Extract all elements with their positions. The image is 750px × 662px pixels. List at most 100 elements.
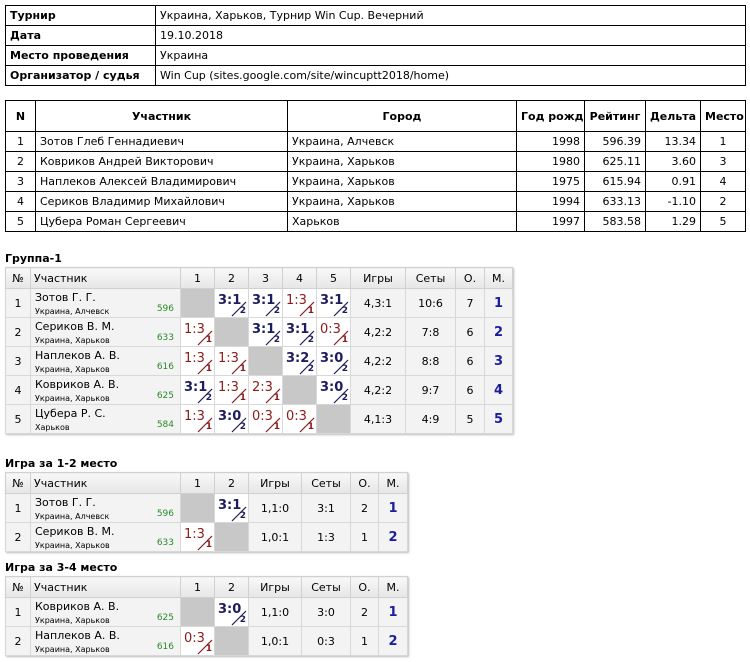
slash-line xyxy=(231,388,247,404)
group-table: № Участник 1 2 3 4 5 Игры Сеты О. М. 1 Зотов Г. Г. Ук… xyxy=(5,267,513,434)
slash xyxy=(265,388,281,404)
player-name: Ковриков А. В. xyxy=(35,378,120,391)
row-number: 1 xyxy=(5,288,31,318)
sets: 3:0 xyxy=(301,597,351,627)
column-header: М. xyxy=(378,576,408,598)
points: 2 xyxy=(350,597,379,627)
result-points: 1 xyxy=(205,540,212,550)
header-row: № Участник 1 2 Игры Сеты О. М. xyxy=(5,576,408,598)
column-header: Участник xyxy=(30,267,181,289)
result-score: 3:0 xyxy=(320,380,344,395)
column-header: М. xyxy=(484,267,513,289)
result-score: 3:1 xyxy=(252,293,276,308)
sets: 9:7 xyxy=(405,375,456,405)
slash-line xyxy=(265,417,281,433)
column-header: 4 xyxy=(282,267,317,289)
participant-cell: 13.34 xyxy=(645,131,701,152)
participant-cell: 1 xyxy=(700,131,746,152)
participant-cell: Наплеков Алексей Владимирович xyxy=(35,171,288,192)
participant-cell: Украина, Харьков xyxy=(287,191,517,212)
points: 6 xyxy=(455,317,485,347)
slash-line xyxy=(299,330,315,346)
result-points: 1 xyxy=(239,393,246,403)
result-cell: 1:3 1 xyxy=(180,522,215,552)
player-city: Украина, Харьков xyxy=(35,365,110,374)
slash-line xyxy=(197,359,213,375)
participant-cell: 625.11 xyxy=(584,151,646,172)
slash xyxy=(333,330,349,346)
result-cell: 1:3 1 xyxy=(180,404,215,434)
column-header: Город xyxy=(287,100,517,132)
place: 1 xyxy=(388,500,398,516)
result-score: 3:1 xyxy=(320,293,344,308)
result-cell: 1:3 1 xyxy=(180,317,215,347)
result-score: 3:1 xyxy=(184,380,208,395)
info-row: Место проведения Украина xyxy=(5,45,746,66)
column-header: Рейтинг xyxy=(584,100,646,132)
result-points: 1 xyxy=(205,364,212,374)
participant-row: 2 Ковриков Андрей Викторович Украина, Харь… xyxy=(5,151,746,172)
participant-row: 4 Сериков Владимир Михайлович Украина, Хар… xyxy=(5,191,746,212)
participant-cell: 1994 xyxy=(516,191,585,212)
result-points: 2 xyxy=(341,393,348,403)
player-cell: Наплеков А. В. Украина, Харьков 616 xyxy=(30,346,181,376)
result-points: 1 xyxy=(205,335,212,345)
column-header: О. xyxy=(350,576,379,598)
participant-row: 1 Зотов Глеб Геннадиевич Украина, Алчевск 1… xyxy=(5,131,746,152)
slash-line xyxy=(299,417,315,433)
result-score: 3:1 xyxy=(286,322,310,337)
column-header: 1 xyxy=(180,576,215,598)
sets: 10:6 xyxy=(405,288,456,318)
player-name: Зотов Г. Г. xyxy=(35,291,96,304)
participant-cell: 1997 xyxy=(516,211,585,232)
result-score: 3:1 xyxy=(218,293,242,308)
result-score: 3:1 xyxy=(252,322,276,337)
column-header: Сеты xyxy=(405,267,456,289)
column-header: № xyxy=(5,472,31,494)
group-table: № Участник 1 2 Игры Сеты О. М. 1 Ковриков А. В. Ук… xyxy=(5,576,408,656)
player-name: Сериков В. М. xyxy=(35,525,115,538)
participant-cell: 5 xyxy=(700,211,746,232)
player-city: Украина, Харьков xyxy=(35,645,110,654)
empty-diagonal-cell xyxy=(180,493,215,523)
player-city: Украина, Харьков xyxy=(35,541,110,550)
group-row: 5 Цубера Р. С. Харьков 584 1:3 1 3:0 2 0:3 1 0:3 1 4… xyxy=(5,404,513,434)
column-header: N xyxy=(5,100,36,132)
result-score: 1:3 xyxy=(286,293,307,308)
points: 6 xyxy=(455,375,485,405)
row-number: 2 xyxy=(5,626,31,656)
games: 1,0:1 xyxy=(248,522,302,552)
result-cell: 3:1 2 xyxy=(180,375,215,405)
slash xyxy=(299,301,315,317)
slash xyxy=(197,535,213,551)
participant-cell: 583.58 xyxy=(584,211,646,232)
player-name: Сериков В. М. xyxy=(35,320,115,333)
empty-diagonal-cell xyxy=(214,522,249,552)
column-header: Игры xyxy=(248,472,302,494)
player-name: Зотов Г. Г. xyxy=(35,496,96,509)
player-rating: 633 xyxy=(156,538,174,548)
points: 6 xyxy=(455,346,485,376)
sets: 0:3 xyxy=(301,626,351,656)
sets: 1:3 xyxy=(301,522,351,552)
slash-line xyxy=(333,388,349,404)
place-cell: 2 xyxy=(378,522,408,552)
header-row: № Участник 1 2 Игры Сеты О. М. xyxy=(5,472,408,494)
slash-line xyxy=(333,330,349,346)
games: 4,1:3 xyxy=(350,404,406,434)
result-points: 2 xyxy=(273,335,280,345)
column-header: 3 xyxy=(248,267,283,289)
result-score: 0:3 xyxy=(184,631,205,646)
points: 7 xyxy=(455,288,485,318)
slash xyxy=(231,301,247,317)
info-row: Турнир Украина, Харьков, Турнир Win Cup. … xyxy=(5,5,746,26)
column-header: Игры xyxy=(248,576,302,598)
player-cell: Наплеков А. В. Украина, Харьков 616 xyxy=(30,626,181,656)
group-row: 1 Зотов Г. Г. Украина, Алчевск 596 3:1 2 1,1:0… xyxy=(5,493,408,523)
result-score: 1:3 xyxy=(184,527,205,542)
result-points: 1 xyxy=(307,306,314,316)
group-title: Группа-1 xyxy=(5,252,62,265)
column-header: Участник xyxy=(35,100,288,132)
result-cell: 3:0 2 xyxy=(316,346,351,376)
